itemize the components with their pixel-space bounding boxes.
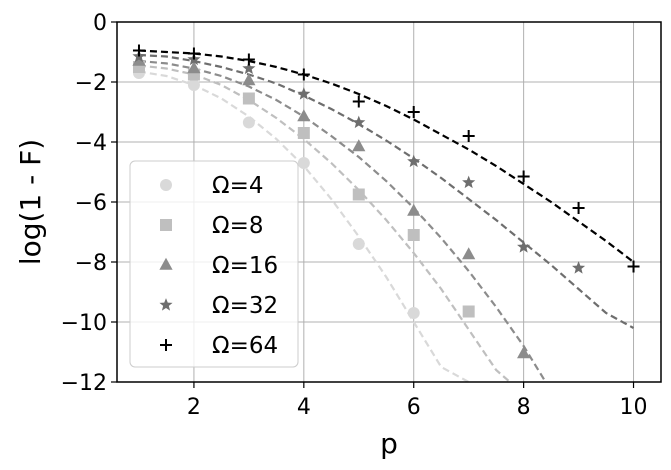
legend-label: Ω=8: [212, 213, 263, 239]
x-tick-label: 10: [620, 395, 648, 420]
data-points: [132, 44, 640, 359]
data-point-series-5: [517, 170, 530, 183]
data-point-series-4: [517, 240, 531, 253]
data-point-series-1: [187, 79, 200, 91]
data-point-series-1: [352, 238, 365, 250]
data-point-series-3: [462, 247, 476, 260]
legend-marker: [160, 219, 172, 231]
data-point-series-3: [352, 139, 366, 152]
data-point-series-3: [407, 203, 421, 216]
legend-label: Ω=16: [212, 253, 278, 279]
data-point-series-3: [187, 61, 201, 74]
data-point-series-2: [297, 127, 310, 139]
fit-curve-series-4: [138, 53, 635, 329]
legend-marker: [160, 179, 172, 191]
data-point-series-3: [242, 73, 256, 86]
x-ticks: 2 4 6 8 10: [187, 382, 648, 420]
legend-marker: [159, 298, 173, 311]
data-point-series-4: [462, 175, 476, 189]
y-tick-label: −2: [75, 71, 107, 96]
data-point-series-1: [297, 157, 310, 169]
data-point-series-2: [352, 188, 365, 201]
data-point-series-5: [187, 47, 200, 60]
data-point-series-3: [132, 53, 146, 66]
data-point-series-2: [407, 229, 420, 241]
legend-marker: [160, 339, 172, 351]
data-point-series-1: [407, 307, 420, 319]
data-point-series-2: [462, 305, 475, 318]
fit-curve-series-3: [138, 59, 547, 382]
legend-label: Ω=64: [212, 333, 278, 359]
legend-label: Ω=32: [212, 293, 278, 319]
data-point-series-5: [572, 202, 585, 214]
data-point-series-5: [462, 130, 475, 142]
legend-label: Ω=4: [212, 173, 263, 199]
data-point-series-5: [627, 260, 640, 273]
data-point-series-5: [297, 68, 310, 81]
data-point-series-5: [242, 53, 255, 66]
data-point-series-4: [297, 87, 311, 100]
y-ticks: 0 −2 −4 −6 −8 −10 −12: [61, 11, 117, 396]
y-tick-label: 0: [93, 11, 107, 36]
fit-curve-series-2: [138, 64, 511, 382]
data-point-series-2: [242, 92, 255, 105]
x-tick-label: 2: [187, 395, 201, 420]
legend-box: [129, 160, 299, 368]
y-tick-label: −12: [61, 371, 107, 396]
data-point-series-3: [517, 346, 531, 359]
data-point-series-4: [242, 61, 256, 75]
data-point-series-4: [572, 261, 586, 274]
y-tick-label: −10: [61, 311, 107, 336]
x-tick-label: 8: [517, 395, 531, 420]
y-tick-label: −8: [75, 251, 107, 276]
data-point-series-3: [297, 109, 311, 122]
x-axis-label: p: [380, 427, 398, 460]
legend: Ω=4 Ω=8 Ω=16 Ω=32 Ω=64: [129, 160, 299, 368]
data-point-series-5: [132, 44, 145, 57]
y-tick-label: −6: [75, 191, 107, 216]
y-tick-label: −4: [75, 131, 107, 156]
data-point-series-4: [352, 115, 366, 129]
data-point-series-5: [407, 106, 420, 118]
data-point-series-4: [407, 154, 421, 168]
fit-curve-series-5: [138, 49, 635, 263]
x-tick-label: 6: [407, 395, 421, 420]
legend-marker: [159, 257, 173, 270]
data-point-series-5: [352, 95, 365, 108]
y-axis-label: log(1 - F): [14, 139, 47, 265]
data-point-series-1: [242, 116, 255, 129]
x-tick-label: 4: [297, 395, 311, 420]
